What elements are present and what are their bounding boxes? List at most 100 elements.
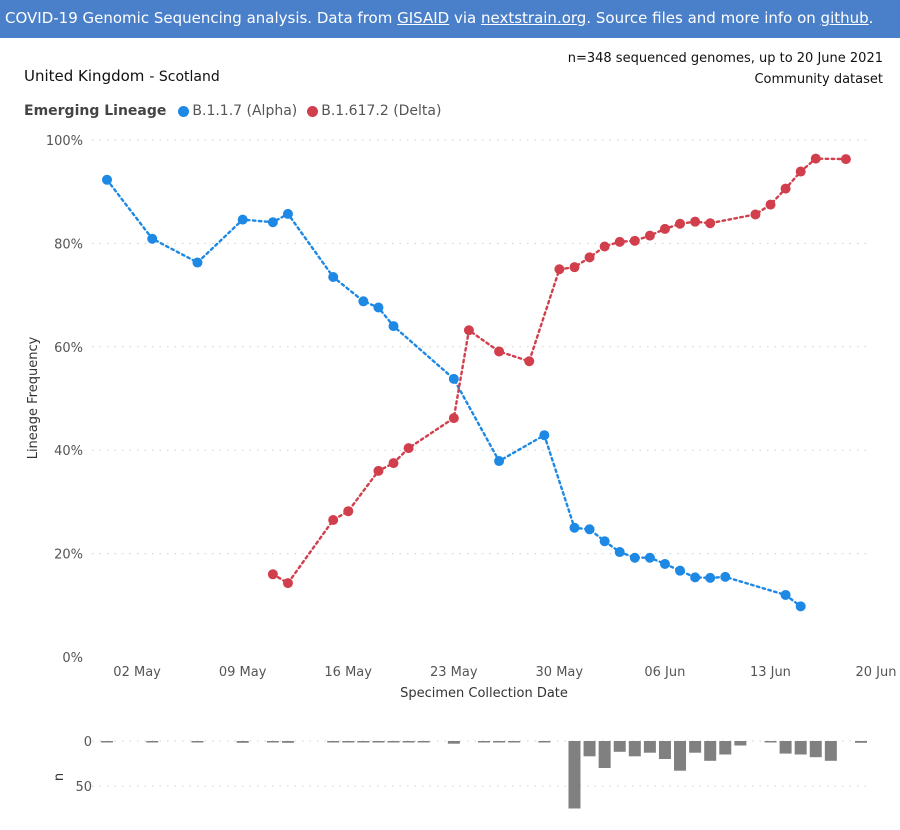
count-bar[interactable] [146,741,159,743]
count-bar[interactable] [387,741,400,743]
data-point-alpha[interactable] [584,524,595,535]
count-bar[interactable] [583,741,596,757]
data-point-alpha[interactable] [388,321,399,332]
data-point-delta[interactable] [524,356,535,367]
data-point-alpha[interactable] [282,208,293,219]
data-point-alpha[interactable] [705,572,716,583]
count-bar[interactable] [855,741,867,743]
data-point-delta[interactable] [810,153,821,164]
count-bar[interactable] [674,741,687,771]
data-point-delta[interactable] [373,465,384,476]
data-point-alpha[interactable] [644,552,655,563]
data-point-alpha[interactable] [358,296,369,307]
count-bar[interactable] [779,741,792,754]
data-point-alpha[interactable] [720,571,731,582]
data-point-delta[interactable] [554,264,565,275]
x-tick-label: 02 May [113,665,161,680]
count-bar[interactable] [101,741,113,743]
github-link[interactable]: github [820,9,869,27]
data-point-delta[interactable] [644,230,655,241]
data-point-alpha[interactable] [675,565,686,576]
data-point-delta[interactable] [328,514,339,525]
count-bar[interactable] [598,741,611,768]
count-bar[interactable] [327,741,340,743]
data-point-delta[interactable] [659,223,670,234]
legend-item-alpha[interactable]: B.1.1.7 (Alpha) [178,103,297,119]
count-bar[interactable] [191,741,204,743]
count-bar[interactable] [628,741,641,757]
data-point-delta[interactable] [267,569,278,580]
count-bar[interactable] [719,741,732,755]
count-bar[interactable] [236,741,249,743]
data-point-alpha[interactable] [192,257,203,268]
count-bar[interactable] [613,741,626,752]
count-bar[interactable] [508,741,521,743]
data-point-delta[interactable] [795,166,806,177]
data-point-alpha[interactable] [614,547,625,558]
data-point-alpha[interactable] [494,456,505,467]
data-point-delta[interactable] [840,154,851,165]
count-bar[interactable] [734,741,747,746]
data-point-alpha[interactable] [690,572,701,583]
data-point-delta[interactable] [448,413,459,424]
data-point-alpha[interactable] [448,373,459,384]
data-point-delta[interactable] [750,209,761,220]
count-bar[interactable] [809,741,822,758]
legend-item-delta[interactable]: B.1.617.2 (Delta) [307,103,441,119]
count-bar[interactable] [764,741,777,743]
data-point-delta[interactable] [690,216,701,227]
data-point-alpha[interactable] [569,522,580,533]
data-point-delta[interactable] [494,346,505,357]
gisaid-link[interactable]: GISAID [397,9,450,27]
data-point-delta[interactable] [282,578,293,589]
data-point-delta[interactable] [614,236,625,247]
count-bar[interactable] [824,741,837,761]
data-point-delta[interactable] [388,458,399,469]
count-bar[interactable] [478,741,490,743]
bar-y-tick-label: 0 [84,735,92,750]
count-bar[interactable] [568,741,581,809]
data-point-alpha[interactable] [629,552,640,563]
data-point-alpha[interactable] [373,302,384,313]
data-point-alpha[interactable] [795,601,806,612]
data-point-alpha[interactable] [539,430,550,441]
data-point-delta[interactable] [780,183,791,194]
data-point-delta[interactable] [765,199,776,210]
count-bar[interactable] [447,741,460,744]
data-point-delta[interactable] [705,218,716,229]
data-point-alpha[interactable] [659,558,670,569]
data-point-delta[interactable] [629,235,640,246]
count-bar[interactable] [372,741,385,743]
data-point-delta[interactable] [599,241,610,252]
count-bar[interactable] [342,741,355,743]
x-tick-label: 23 May [430,665,478,680]
data-point-delta[interactable] [343,506,354,517]
count-bar[interactable] [281,741,294,743]
data-point-alpha[interactable] [147,233,158,244]
y-tick-label: 80% [54,237,83,252]
data-point-alpha[interactable] [780,589,791,600]
data-point-alpha[interactable] [328,272,339,283]
legend-label-alpha: B.1.1.7 (Alpha) [192,103,298,119]
data-point-delta[interactable] [675,218,686,229]
count-bar[interactable] [658,741,671,759]
data-point-delta[interactable] [584,252,595,263]
count-bar[interactable] [643,741,656,753]
count-bar[interactable] [493,741,506,743]
count-bar[interactable] [357,741,370,743]
data-point-delta[interactable] [463,325,474,336]
data-point-alpha[interactable] [102,174,112,185]
count-bar[interactable] [417,741,430,743]
data-point-alpha[interactable] [599,536,610,547]
count-bar[interactable] [402,741,415,743]
data-point-delta[interactable] [403,443,414,454]
count-bar[interactable] [794,741,807,755]
nextstrain-link[interactable]: nextstrain.org [480,9,587,27]
data-point-delta[interactable] [569,262,580,273]
count-bar[interactable] [689,741,702,753]
data-point-alpha[interactable] [237,214,248,225]
data-point-alpha[interactable] [267,217,278,228]
count-bar[interactable] [266,741,279,743]
count-bar[interactable] [538,741,551,743]
count-bar[interactable] [704,741,717,761]
